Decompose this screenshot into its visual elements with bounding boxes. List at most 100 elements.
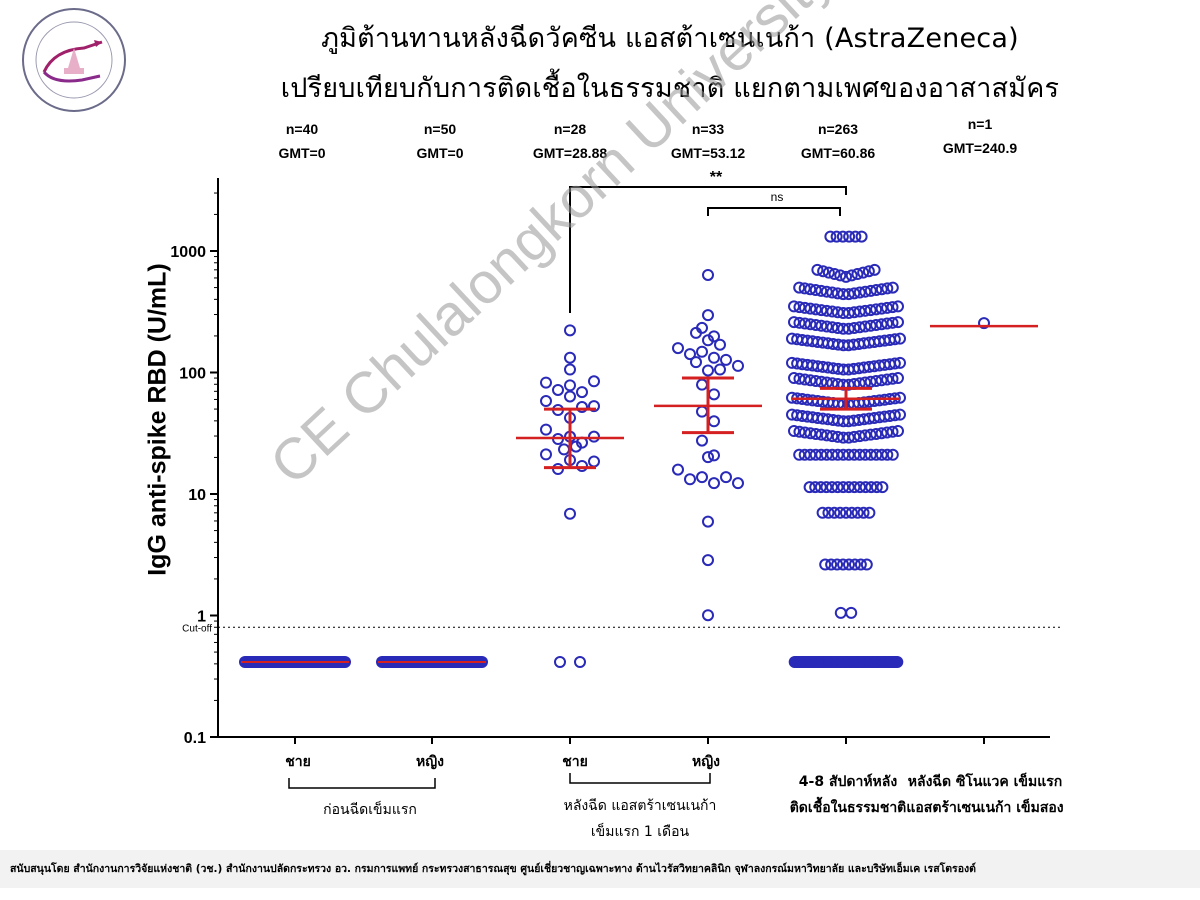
funding-footer: สนับสนุนโดย สำนักงานการวิจัยแห่งชาติ (วช… xyxy=(0,850,1200,888)
group-stat-5: n=263 GMT=60.86 xyxy=(778,117,898,165)
data-point xyxy=(732,477,744,490)
group-gmt: GMT=240.9 xyxy=(942,140,1018,156)
x-label-natural-infection-line2: ติดเชื้อในธรรมชาติ xyxy=(789,800,907,816)
group-n: n=263 xyxy=(817,121,859,137)
data-point xyxy=(798,373,811,386)
data-point xyxy=(804,302,817,315)
data-point xyxy=(870,427,883,440)
data-point xyxy=(864,375,877,388)
group-gmt: GMT=53.12 xyxy=(670,145,746,161)
data-point xyxy=(804,427,817,440)
data-point xyxy=(848,481,861,494)
data-point xyxy=(845,606,858,619)
x-label-female-pre: หญิง xyxy=(416,754,444,770)
data-point xyxy=(881,426,894,439)
data-point xyxy=(820,448,833,461)
data-point xyxy=(848,558,861,571)
data-point xyxy=(564,390,576,403)
data-point xyxy=(708,477,720,490)
data-point xyxy=(690,356,702,369)
x-label-male-az: ชาย xyxy=(562,754,588,770)
data-point xyxy=(854,481,866,494)
data-point xyxy=(804,448,817,461)
logo-emblem-icon xyxy=(35,21,113,99)
group-stat-3: n=28 GMT=28.88 xyxy=(510,117,630,165)
data-point xyxy=(696,378,708,391)
data-point xyxy=(540,448,552,461)
data-point xyxy=(859,429,872,442)
data-point xyxy=(842,322,855,335)
data-point xyxy=(848,306,861,319)
data-point xyxy=(864,428,877,441)
y-tick-label: 0.1 xyxy=(184,730,206,747)
data-point xyxy=(809,427,822,440)
data-point xyxy=(826,305,839,318)
data-point xyxy=(672,463,684,476)
chart-title-line1: ภูมิต้านทานหลังฉีดวัคซีน แอสต้าเซนเนก้า … xyxy=(321,23,1019,54)
data-point xyxy=(842,481,855,494)
data-point xyxy=(588,455,600,468)
x-label-sinovac-az-line2: แอสตร้าเซนเนก้า เข็มสอง xyxy=(906,800,1064,816)
data-point xyxy=(848,321,861,334)
data-point xyxy=(842,431,855,444)
data-point xyxy=(822,266,835,279)
data-point xyxy=(864,319,877,332)
data-point xyxy=(815,319,828,332)
center-logo xyxy=(22,8,126,112)
data-point xyxy=(552,383,564,396)
data-point xyxy=(798,426,811,439)
data-point xyxy=(886,425,899,438)
data-point xyxy=(809,448,822,461)
group-n: n=28 xyxy=(553,121,587,137)
data-point xyxy=(672,342,684,355)
data-point xyxy=(826,321,839,334)
data-point xyxy=(554,656,566,668)
data-point xyxy=(564,324,576,337)
data-point xyxy=(881,373,894,386)
data-point xyxy=(574,656,586,668)
data-point xyxy=(588,400,600,413)
data-point xyxy=(870,284,883,297)
data-point xyxy=(820,429,833,442)
data-point xyxy=(864,448,877,461)
data-point xyxy=(564,379,576,392)
data-point xyxy=(842,288,855,301)
significance-bracket-ns xyxy=(707,207,841,216)
data-point xyxy=(809,284,822,297)
cutoff-label: Cut-off xyxy=(182,623,212,634)
data-point xyxy=(888,333,901,346)
data-point xyxy=(825,558,838,571)
data-point xyxy=(558,443,570,456)
group-gmt: GMT=0 xyxy=(416,145,464,161)
data-point xyxy=(819,558,832,571)
data-point xyxy=(576,459,588,472)
data-point xyxy=(788,300,800,313)
data-point xyxy=(892,316,904,329)
data-point xyxy=(881,282,894,295)
significance-bracket-star xyxy=(569,186,847,313)
data-point xyxy=(837,448,850,461)
data-point xyxy=(894,332,906,345)
data-point xyxy=(848,448,861,461)
data-point xyxy=(816,506,829,519)
data-point xyxy=(564,363,576,376)
data-point xyxy=(845,269,858,282)
data-point xyxy=(696,321,708,334)
data-point xyxy=(714,363,726,376)
group-stat-2: n=50 GMT=0 xyxy=(380,117,500,165)
data-point xyxy=(708,351,720,364)
data-point xyxy=(870,375,883,388)
data-point xyxy=(834,269,847,282)
data-point xyxy=(892,372,904,385)
data-point xyxy=(875,374,888,387)
data-point xyxy=(798,317,811,330)
data-point xyxy=(864,284,877,297)
data-point xyxy=(842,448,855,461)
data-point xyxy=(863,506,876,519)
data-point xyxy=(798,301,811,314)
data-point xyxy=(793,281,806,294)
group-stat-6: n=1 GMT=240.9 xyxy=(920,112,1040,160)
data-point xyxy=(684,473,696,486)
data-point xyxy=(853,321,866,334)
group-stat-4: n=33 GMT=53.12 xyxy=(648,117,768,165)
